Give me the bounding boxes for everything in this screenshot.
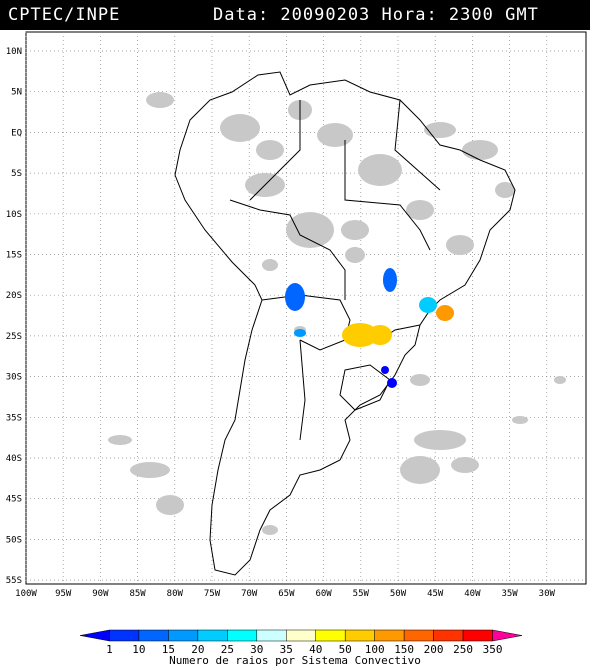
legend-swatch — [492, 629, 523, 642]
legend-swatch — [138, 629, 169, 642]
coastlines — [174, 71, 516, 576]
legend-swatch — [197, 629, 228, 642]
system-cell — [381, 366, 389, 374]
lon-tick-label: 60W — [315, 589, 332, 599]
lon-tick-label: 80W — [167, 589, 184, 599]
legend-swatch — [315, 629, 346, 642]
lat-tick-label: 55S — [6, 576, 22, 586]
lat-tick-label: 45S — [6, 495, 22, 505]
legend-label: 20 — [191, 643, 204, 656]
lon-tick-label: 70W — [241, 589, 258, 599]
lat-tick-label: 35S — [6, 413, 22, 423]
legend-label: 35 — [280, 643, 293, 656]
lat-tick-label: 10N — [6, 47, 22, 57]
legend-label: 30 — [250, 643, 263, 656]
legend-swatch — [403, 629, 434, 642]
lat-tick-label: 20S — [6, 291, 22, 301]
legend-label: 1 — [106, 643, 113, 656]
legend-title: Numero de raios por Sistema Convectivo — [169, 654, 421, 667]
legend-swatch — [374, 629, 405, 642]
legend-label: 150 — [394, 643, 414, 656]
lat-tick-label: 40S — [6, 454, 22, 464]
date-time-label: Data: 20090203 Hora: 2300 GMT — [213, 5, 539, 25]
lon-tick-label: 40W — [464, 589, 481, 599]
legend-label: 15 — [162, 643, 175, 656]
legend-label: 350 — [483, 643, 503, 656]
lon-tick-label: 35W — [501, 589, 518, 599]
legend-swatch — [79, 629, 110, 642]
graticule — [25, 32, 586, 584]
legend-label: 200 — [424, 643, 444, 656]
lat-tick-label: 30S — [6, 373, 22, 383]
longitude-labels: 100W 95W 90W 85W 80W 75W 70W 65W 60W 55W 50W 45W 40W… — [15, 589, 555, 599]
lon-tick-label: 90W — [92, 589, 109, 599]
lon-tick-label: 45W — [427, 589, 444, 599]
system-cell — [436, 305, 454, 321]
system-cell — [294, 329, 306, 337]
lat-tick-label: 15S — [6, 251, 22, 261]
lon-tick-label: 55W — [353, 589, 370, 599]
lon-tick-label: 85W — [129, 589, 146, 599]
lon-tick-label: 50W — [390, 589, 407, 599]
legend-swatch — [227, 629, 258, 642]
legend-swatch — [256, 629, 287, 642]
legend-label: 40 — [309, 643, 322, 656]
lat-tick-label: 5S — [11, 169, 22, 179]
legend-swatch — [344, 629, 375, 642]
legend-label: 100 — [365, 643, 385, 656]
legend-label: 25 — [221, 643, 234, 656]
legend-swatch — [462, 629, 493, 642]
system-cell — [285, 283, 305, 311]
cloud-cover — [108, 92, 566, 535]
legend-swatch — [109, 629, 140, 642]
legend-label: 50 — [339, 643, 352, 656]
legend-swatch — [433, 629, 464, 642]
legend-swatch — [168, 629, 199, 642]
legend-label: 10 — [132, 643, 145, 656]
lat-tick-label: 5N — [11, 88, 22, 98]
legend-swatch — [286, 629, 316, 642]
map-frame — [25, 31, 587, 585]
lat-tick-label: 25S — [6, 332, 22, 342]
lon-tick-label: 30W — [539, 589, 556, 599]
lon-tick-label: 95W — [55, 589, 72, 599]
system-cell — [387, 378, 397, 388]
title-bar: CPTEC/INPE Data: 20090203 Hora: 2300 GMT — [0, 0, 590, 30]
lon-tick-label: 100W — [15, 589, 37, 599]
lat-tick-label: EQ — [11, 128, 22, 138]
system-cell — [368, 325, 392, 345]
legend-label: 250 — [453, 643, 473, 656]
source-label: CPTEC/INPE — [8, 5, 121, 25]
lon-tick-label: 75W — [204, 589, 221, 599]
latitude-labels: 10N 5N EQ 5S 10S 15S 20S 25S 30S 35S 40S 45S 50S 55S — [6, 47, 22, 586]
color-legend: 1 10 15 20 25 30 35 40 50 100 150 200 250 350 — [79, 629, 523, 656]
system-cell — [342, 323, 378, 347]
convective-systems — [285, 268, 454, 388]
system-cell — [419, 297, 437, 313]
lat-tick-label: 10S — [6, 210, 22, 220]
lat-tick-label: 50S — [6, 535, 22, 545]
system-cell — [383, 268, 397, 292]
lon-tick-label: 65W — [278, 589, 295, 599]
